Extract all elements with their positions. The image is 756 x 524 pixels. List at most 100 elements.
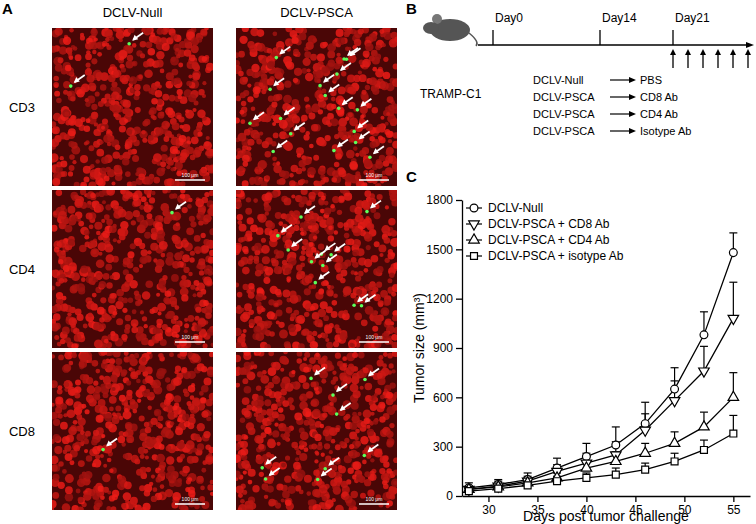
cell <box>272 31 277 36</box>
cell <box>148 135 154 141</box>
cell <box>203 300 209 306</box>
cell <box>161 167 166 172</box>
cell <box>158 281 166 289</box>
arrow-head <box>284 109 290 115</box>
arrow-shaft <box>280 47 290 54</box>
cell <box>65 225 73 233</box>
cell <box>155 90 162 97</box>
cell <box>58 259 63 264</box>
cell <box>84 126 90 132</box>
cell <box>365 85 370 90</box>
cell <box>144 119 150 125</box>
cell <box>80 155 88 163</box>
image-background <box>52 28 213 186</box>
cell <box>68 141 74 147</box>
cell <box>156 259 165 268</box>
cell <box>242 28 249 32</box>
cell <box>328 60 335 67</box>
cell <box>275 212 282 219</box>
cell <box>171 78 178 85</box>
cell <box>271 102 277 108</box>
cell <box>131 181 137 186</box>
cell <box>273 133 279 139</box>
cell <box>294 68 302 76</box>
cell <box>81 277 86 282</box>
cell <box>76 283 85 292</box>
cell <box>336 274 343 281</box>
cell <box>238 51 245 58</box>
cell <box>73 328 79 334</box>
micrograph <box>236 190 397 348</box>
cell <box>63 37 71 45</box>
cell <box>90 164 94 168</box>
cell <box>285 28 292 32</box>
positive-cell <box>342 57 346 61</box>
cell <box>325 135 331 141</box>
cell <box>394 37 397 42</box>
cell <box>113 238 117 242</box>
cell <box>184 49 192 57</box>
cell <box>369 77 377 85</box>
cell <box>265 175 270 180</box>
cell <box>271 115 275 119</box>
cell <box>84 235 89 240</box>
cell <box>292 37 299 44</box>
cell <box>132 61 138 67</box>
cell <box>107 129 111 133</box>
cell <box>74 182 80 186</box>
cell <box>254 133 259 138</box>
cell <box>378 244 386 252</box>
cell <box>171 137 180 146</box>
cell <box>56 190 63 196</box>
arrow-head <box>175 204 181 210</box>
cell <box>131 220 136 225</box>
cell <box>127 112 131 116</box>
cell <box>393 118 397 123</box>
cell <box>115 114 121 120</box>
cell <box>358 28 364 34</box>
cell <box>282 260 287 265</box>
cell <box>110 100 115 105</box>
cell <box>294 104 300 110</box>
cell <box>349 161 358 170</box>
column-header: DCLV-Null <box>103 5 163 20</box>
cell <box>348 102 355 109</box>
cell <box>188 75 192 79</box>
cell <box>296 315 305 324</box>
cell <box>331 104 336 109</box>
cell <box>301 115 308 122</box>
cell <box>101 126 105 130</box>
cell <box>132 155 139 162</box>
cell <box>118 296 123 301</box>
cell <box>86 301 95 310</box>
arrow-shaft <box>358 120 368 127</box>
cell <box>85 53 92 60</box>
cell <box>133 267 138 272</box>
cell <box>176 222 180 226</box>
cell <box>128 149 134 155</box>
cell <box>196 265 200 269</box>
cell <box>361 319 368 326</box>
cell <box>338 87 346 95</box>
cell <box>243 142 247 146</box>
cell <box>311 124 318 131</box>
cell <box>345 47 349 51</box>
cell <box>323 315 329 321</box>
cell <box>162 275 167 280</box>
cell <box>193 150 201 158</box>
cell <box>83 166 91 174</box>
cell <box>75 199 83 207</box>
arrow-shaft <box>254 112 264 119</box>
cell <box>141 130 145 134</box>
cell <box>155 128 163 136</box>
cell <box>205 312 212 319</box>
cell <box>114 205 118 209</box>
cell <box>243 329 247 333</box>
cell <box>115 301 123 309</box>
cell <box>392 78 397 87</box>
cell <box>52 306 58 313</box>
cell <box>166 252 173 259</box>
cell <box>97 223 101 227</box>
cell <box>128 298 133 303</box>
positive-cell <box>368 155 372 159</box>
